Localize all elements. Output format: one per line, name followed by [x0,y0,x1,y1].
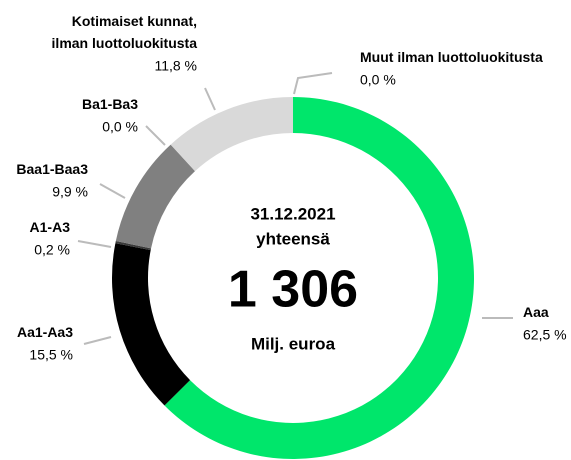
leader-line [145,125,166,146]
leader-line [204,87,216,111]
center-total: 1 306 [228,261,358,319]
center-caption: yhteensä [256,229,330,248]
leader-line [83,336,112,345]
donut-segment [112,243,191,406]
segment-value: 15,5 % [29,347,73,363]
segment-label: Aa1-Aa3 [17,324,73,340]
center-date: 31.12.2021 [250,204,335,223]
segment-value: 62,5 % [523,327,567,343]
leader-line [77,240,112,248]
segment-value: 0,0 % [102,119,138,135]
segment-value: 11,8 % [154,58,197,74]
segment-label: Ba1-Ba3 [82,96,138,112]
segment-label: Baa1-Baa3 [16,161,88,177]
segment-value: 0,0 % [360,72,396,88]
segment-label: Muut ilman luottoluokitusta [360,49,543,65]
donut-segment [115,240,152,251]
segment-label: Kotimaiset kunnat, ilman luottoluokitusta [52,13,198,51]
donut-segment [170,97,293,172]
segment-label: Aaa [523,304,549,320]
center-unit: Milj. euroa [251,334,336,353]
leader-line [293,72,333,95]
donut-segment [115,144,195,249]
donut-segment [164,97,475,459]
segment-label: A1-A3 [30,219,71,235]
leader-line [99,183,126,199]
segment-value: 0,2 % [34,242,70,258]
segment-value: 9,9 % [52,184,88,200]
